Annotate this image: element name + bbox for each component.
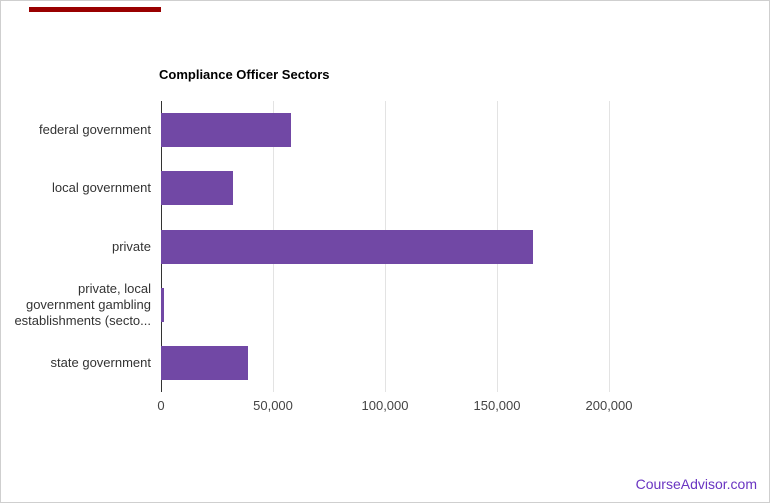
bar-private[interactable]: [161, 229, 533, 264]
x-tick-label: 150,000: [473, 398, 521, 413]
bar-track: [161, 276, 721, 334]
bar-track: [161, 101, 721, 159]
progress-bar: [29, 7, 161, 12]
courseadvisor-link[interactable]: CourseAdvisor.com: [635, 476, 757, 492]
bar-track: [161, 217, 721, 275]
bar-state-government[interactable]: [161, 345, 248, 380]
y-category-label: private, local government gambling estab…: [14, 280, 151, 328]
bar-rows: federal government local government privat…: [1, 101, 721, 392]
chart-row: state government: [1, 334, 721, 392]
y-category-label: state government: [50, 354, 151, 370]
gridline: [609, 101, 610, 392]
bar-private-local-government-gambling-establishments-secto[interactable]: [161, 287, 164, 322]
x-tick-label: 200,000: [585, 398, 633, 413]
x-tick-label: 0: [157, 398, 165, 413]
y-category-label: private: [111, 238, 151, 254]
y-category-label: federal government: [38, 122, 151, 138]
chart-row: private: [1, 217, 721, 275]
y-category-label: local government: [52, 180, 151, 196]
x-tick-label: 50,000: [253, 398, 293, 413]
bar-local-government[interactable]: [161, 171, 233, 206]
chart-row: private, local government gambling estab…: [1, 276, 721, 334]
chart-row: federal government: [1, 101, 721, 159]
chart-row: local government: [1, 159, 721, 217]
x-tick-label: 100,000: [361, 398, 409, 413]
chart-title: Compliance Officer Sectors: [159, 67, 330, 82]
bar-track: [161, 334, 721, 392]
bar-federal-government[interactable]: [161, 113, 291, 148]
bar-track: [161, 159, 721, 217]
